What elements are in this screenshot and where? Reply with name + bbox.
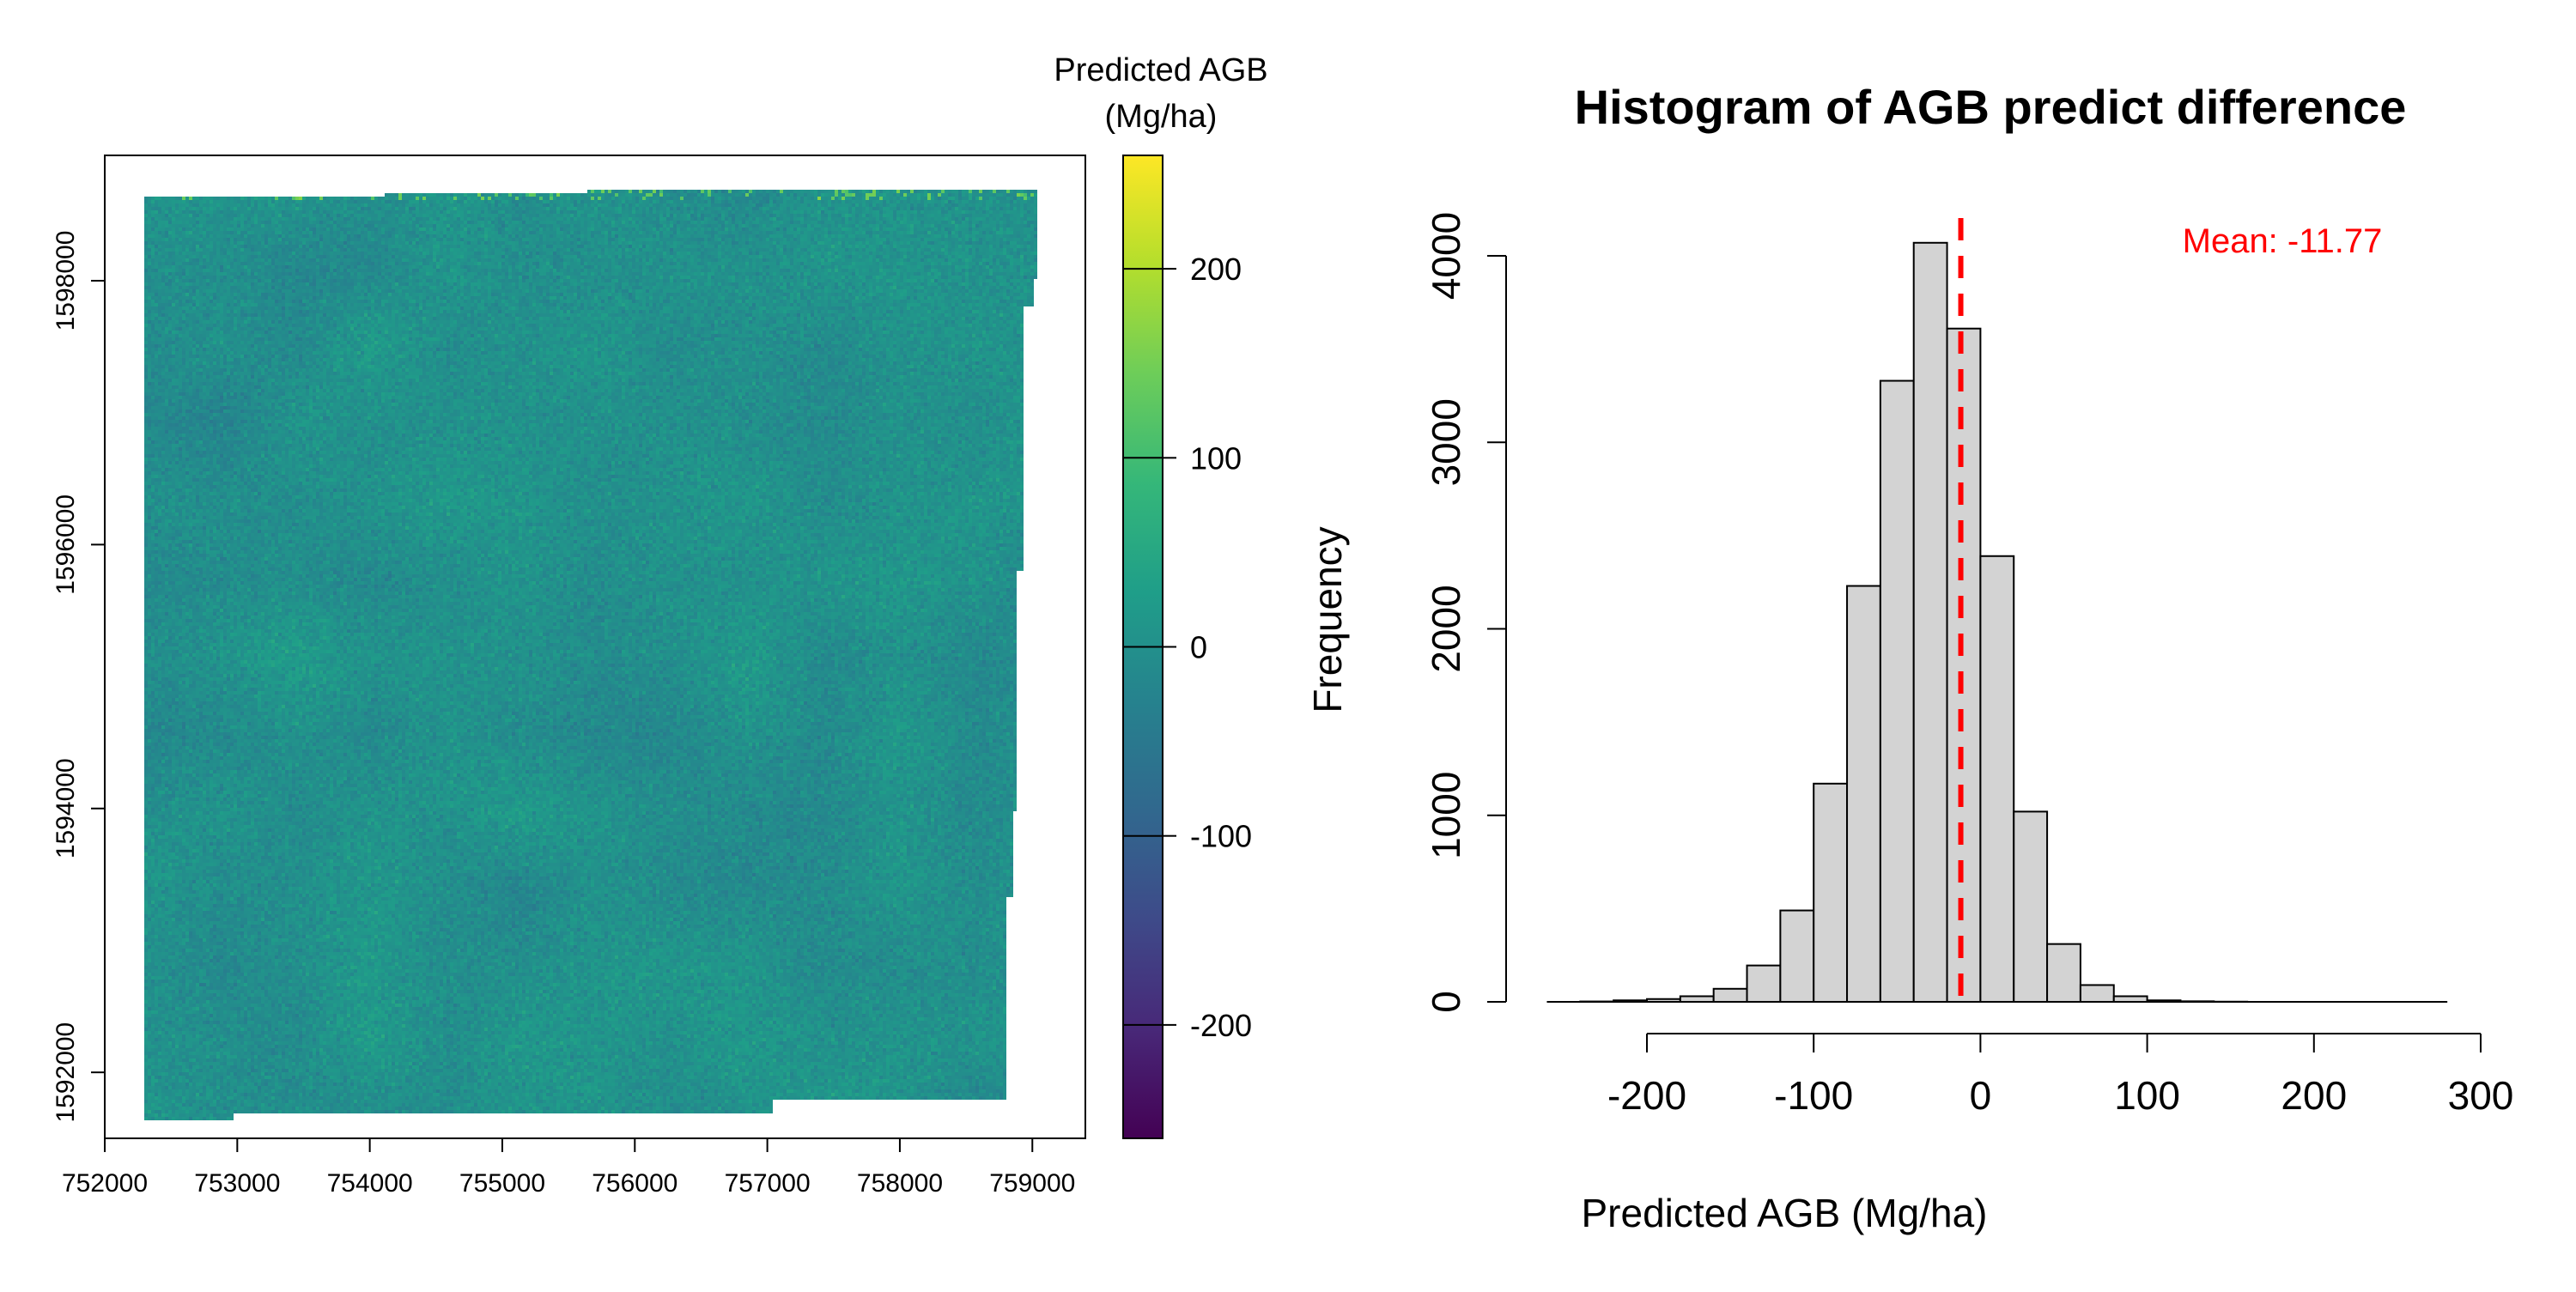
hist-y-label: Frequency: [1305, 526, 1350, 713]
hist-bar: [1880, 381, 1914, 1002]
map-y-tick-label: 1596000: [52, 494, 80, 595]
colorbar-tick-label: 200: [1190, 252, 1242, 287]
hist-y-tick-label: 3000: [1424, 398, 1468, 486]
hist-bar: [1847, 586, 1880, 1002]
map-x-tick-label: 758000: [857, 1169, 943, 1198]
legend-title-line1: Predicted AGB: [1054, 52, 1267, 88]
map-y-tick-label: 1592000: [52, 1022, 80, 1123]
raster-image: [144, 190, 1048, 1120]
hist-y-axis: 0 1000 2000 3000 4000: [1424, 212, 1506, 1013]
hist-y-tick-label: 0: [1424, 991, 1468, 1013]
hist-bar: [1780, 911, 1814, 1002]
hist-bar: [2047, 944, 2081, 1002]
histogram: Histogram of AGB predict difference Pred…: [1305, 80, 2513, 1235]
colorbar-tick-label: 100: [1190, 440, 1242, 476]
hist-x-tick-label: -200: [1607, 1073, 1686, 1118]
hist-bar: [2081, 985, 2114, 1002]
map-x-axis: 752000 753000 754000 755000 756000 757000 7580…: [62, 1138, 1075, 1198]
hist-x-axis: -200 -100 0 100 200 300: [1607, 1034, 2513, 1118]
hist-x-tick-label: 200: [2281, 1073, 2347, 1118]
map-x-tick-label: 753000: [194, 1169, 280, 1198]
map-y-axis: 1592000 1594000 1596000 1598000: [52, 231, 105, 1123]
hist-y-tick-label: 2000: [1424, 585, 1468, 672]
map-x-tick-label: 759000: [989, 1169, 1075, 1198]
map-x-tick-label: 755000: [459, 1169, 545, 1198]
legend-title-line2: (Mg/ha): [1105, 99, 1218, 135]
hist-y-tick-label: 1000: [1424, 772, 1468, 859]
map-x-tick-label: 757000: [725, 1169, 811, 1198]
colorbar-tick-label: -200: [1190, 1008, 1252, 1043]
colorbar-tick-label: 0: [1190, 630, 1207, 665]
map-y-tick-label: 1594000: [52, 758, 80, 858]
mean-label: Mean: -11.77: [2183, 222, 2383, 260]
hist-bar: [1814, 784, 1847, 1002]
hist-x-tick-label: 300: [2448, 1073, 2514, 1118]
map-y-tick-label: 1598000: [52, 231, 80, 331]
hist-bar: [1747, 966, 1781, 1002]
hist-x-tick-label: -100: [1774, 1073, 1853, 1118]
hist-title: Histogram of AGB predict difference: [1575, 80, 2407, 134]
colorbar-tick-label: -100: [1190, 819, 1252, 854]
hist-bar: [1914, 243, 1947, 1002]
hist-bar: [1947, 329, 1981, 1002]
hist-x-tick-label: 100: [2114, 1073, 2180, 1118]
map-x-tick-label: 754000: [327, 1169, 413, 1198]
raster-area: [144, 190, 1048, 1120]
hist-bar: [1980, 556, 2014, 1002]
hist-x-label: Predicted AGB (Mg/ha): [1582, 1191, 1988, 1235]
hist-bar: [1714, 989, 1747, 1002]
hist-x-tick-label: 0: [1970, 1073, 1992, 1118]
hist-bars: [1580, 243, 2247, 1002]
map-x-tick-label: 752000: [62, 1169, 148, 1198]
hist-bar: [2014, 811, 2047, 1002]
map-x-tick-label: 756000: [592, 1169, 677, 1198]
hist-y-tick-label: 4000: [1424, 212, 1468, 300]
